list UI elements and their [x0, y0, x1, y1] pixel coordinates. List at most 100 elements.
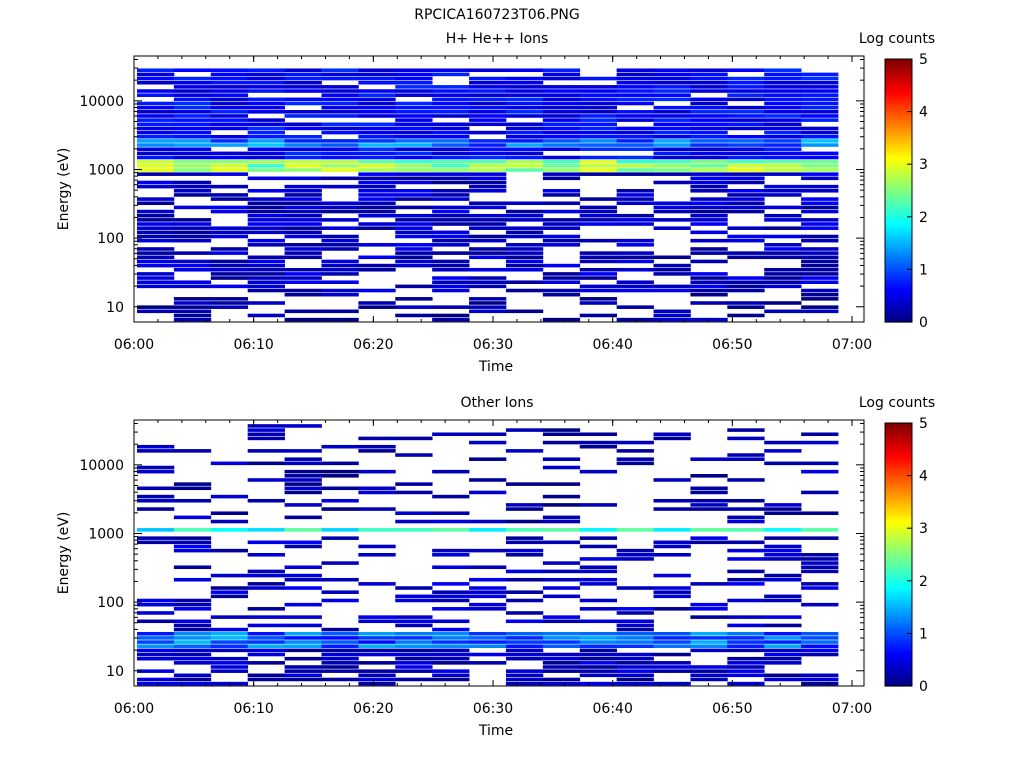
spectrogram-cell: [321, 243, 359, 247]
spectrogram-cell: [542, 669, 581, 673]
spectrogram-cell: [321, 665, 359, 669]
spectrogram-cell: [210, 93, 249, 97]
spectrogram-cell: [764, 661, 802, 665]
spectrogram-cell: [727, 669, 765, 673]
spectrogram-cell: [137, 498, 175, 503]
spectrogram-cell: [505, 139, 544, 143]
spectrogram-cell: [505, 226, 544, 230]
colorbar-segment: [885, 512, 912, 516]
spectrogram-cell: [173, 297, 212, 301]
colorbar-segment: [885, 190, 912, 194]
colorbar-segment: [885, 214, 912, 218]
colorbar-segment: [885, 599, 912, 603]
colorbar-segment: [885, 520, 912, 524]
spectrogram-cell: [505, 652, 544, 657]
spectrogram-cell: [690, 490, 728, 495]
spectrogram-cell: [210, 193, 249, 197]
spectrogram-cell: [321, 151, 359, 156]
spectrogram-cell: [210, 301, 249, 305]
colorbar-segment: [885, 454, 912, 458]
spectrogram-cell: [579, 139, 618, 143]
spectrogram-cell: [284, 586, 322, 590]
spectrogram-cell: [173, 548, 212, 553]
spectrogram-cell: [653, 122, 691, 127]
spectrogram-cell: [801, 189, 839, 193]
spectrogram-cell: [653, 80, 691, 85]
spectrogram-cell: [579, 238, 618, 243]
spectrogram-cell: [616, 440, 654, 445]
spectrogram-cell: [432, 305, 470, 309]
spectrogram-cell: [653, 432, 691, 437]
spectrogram-cell: [469, 147, 507, 151]
spectrogram-cell: [727, 97, 765, 102]
spectrogram-cell: [173, 122, 212, 127]
spectrogram-cell: [653, 164, 691, 168]
spectrogram-cell: [801, 176, 839, 181]
colorbar-segment: [885, 593, 912, 598]
spectrogram-cell: [284, 222, 322, 226]
spectrogram-cell: [801, 93, 839, 97]
spectrogram-cell: [469, 151, 507, 156]
spectrogram-cell: [395, 159, 433, 164]
spectrogram-cell: [727, 313, 765, 318]
spectrogram-cell: [432, 627, 470, 632]
spectrogram-cell: [321, 76, 359, 81]
spectrogram-cell: [469, 201, 507, 206]
spectrogram-cell: [395, 230, 433, 235]
spectrogram-cell: [321, 164, 359, 168]
spectrogram-cell: [616, 213, 654, 218]
colorbar-segment: [885, 670, 912, 674]
spectrogram-cell: [358, 72, 396, 77]
colorbar-tick-label: 1: [919, 262, 928, 278]
spectrogram-cell: [727, 540, 765, 545]
spectrogram-cell: [469, 305, 507, 309]
spectrogram-cell: [690, 143, 728, 147]
spectrogram-cell: [616, 631, 654, 636]
spectrogram-cell: [173, 565, 212, 570]
spectrogram-cell: [284, 205, 322, 210]
spectrogram-cell: [247, 677, 285, 682]
spectrogram-cell: [210, 263, 249, 268]
spectrogram-cell: [505, 280, 544, 284]
spectrogram-cell: [432, 494, 470, 499]
spectrogram-cell: [173, 234, 212, 239]
spectrogram-cell: [542, 93, 581, 97]
spectrogram-cell: [505, 134, 544, 139]
spectrogram-cell: [173, 238, 212, 243]
spectrogram-cell: [801, 205, 839, 210]
spectrogram-cell: [764, 93, 802, 97]
spectrogram-cell: [801, 631, 839, 636]
spectrogram-cell: [579, 569, 618, 574]
spectrogram-cell: [284, 68, 322, 73]
spectrogram-cell: [542, 519, 581, 524]
spectrogram-cell: [653, 68, 691, 73]
spectrogram-cell: [173, 139, 212, 143]
spectrogram-cell: [653, 507, 691, 511]
spectrogram-cell: [432, 126, 470, 131]
colorbar-segment: [885, 229, 912, 234]
spectrogram-cell: [469, 548, 507, 553]
spectrogram-cell: [321, 486, 359, 491]
spectrogram-cell: [801, 89, 839, 93]
spectrogram-cell: [395, 640, 433, 644]
spectrogram-cell: [210, 72, 249, 77]
spectrogram-cell: [395, 176, 433, 181]
spectrogram-cell: [616, 288, 654, 293]
spectrogram-cell: [801, 652, 839, 657]
spectrogram-cell: [653, 669, 691, 673]
spectrogram-cell: [727, 122, 765, 127]
spectrogram-cell: [469, 251, 507, 255]
x-axis-label: Time: [478, 359, 513, 375]
spectrogram-cell: [321, 309, 359, 314]
x-tick-label: 06:30: [473, 337, 513, 353]
spectrogram-cell: [505, 164, 544, 168]
x-tick-label: 07:00: [832, 337, 872, 353]
spectrogram-cell: [542, 494, 581, 499]
spectrogram-cell: [395, 297, 433, 301]
spectrogram-cell: [690, 201, 728, 206]
spectrogram-cell: [505, 251, 544, 255]
spectrogram-cell: [210, 669, 249, 673]
spectrogram-cell: [616, 449, 654, 453]
spectrogram-cell: [210, 89, 249, 93]
spectrogram-cell: [579, 644, 618, 648]
